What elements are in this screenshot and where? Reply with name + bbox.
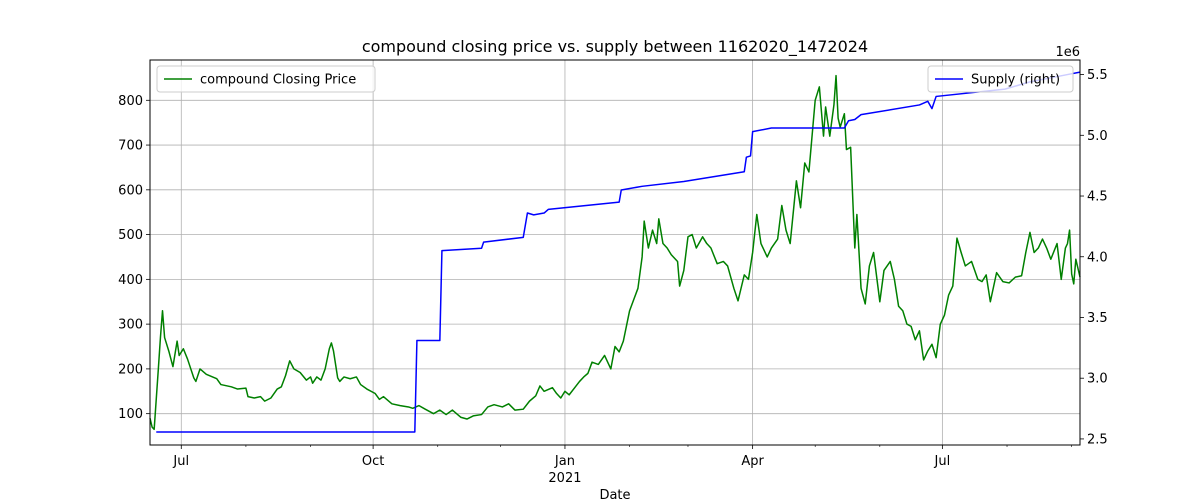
x-tick-label: Jul: [172, 454, 189, 469]
y-tick-label: 300: [118, 318, 143, 333]
legend-right-box: [927, 65, 1074, 93]
y-tick-label: 400: [118, 273, 143, 288]
y-tick-label: 700: [118, 139, 143, 154]
legend-left-box: [156, 65, 376, 93]
axes: 100 200 300 400 500 600 700 800 2.5 3.0 3.5 4.0 4.5 5…: [118, 68, 1108, 486]
series-layer: [149, 71, 1081, 433]
y-right-tick-label: 3.5: [1087, 311, 1108, 326]
plot-frame: [149, 59, 1081, 446]
y-tick-label: 600: [118, 183, 143, 198]
x-tick-sublabel: 2021: [548, 471, 581, 486]
legend-left: compound Closing Price: [156, 65, 376, 93]
chart-title: compound closing price vs. supply betwee…: [362, 37, 868, 57]
legend-right: Supply (right): [927, 65, 1074, 93]
legend-right-label: Supply (right): [971, 73, 1060, 88]
x-axis-label: Date: [599, 488, 630, 500]
closing-price-line: [149, 74, 1081, 431]
x-tick-label: Jan: [554, 454, 575, 469]
right-axis-offset-label: 1e6: [1055, 45, 1080, 60]
y-tick-label: 500: [118, 228, 143, 243]
y-right-tick-label: 4.0: [1087, 250, 1108, 265]
x-tick-label: Jul: [934, 454, 951, 469]
legend-left-label: compound Closing Price: [200, 73, 356, 88]
y-tick-label: 200: [118, 362, 143, 377]
y-right-tick-label: 2.5: [1087, 432, 1108, 447]
y-tick-label: 100: [118, 407, 143, 422]
x-tick-label: Apr: [741, 454, 764, 469]
y-tick-label: 800: [118, 94, 143, 109]
y-right-tick-label: 5.0: [1087, 129, 1108, 144]
x-tick-label: Oct: [362, 454, 384, 469]
grid: [150, 60, 1080, 445]
y-right-tick-label: 4.5: [1087, 190, 1108, 205]
y-right-tick-label: 3.0: [1087, 372, 1108, 387]
supply-line: [156, 71, 1081, 433]
y-right-tick-label: 5.5: [1087, 68, 1108, 83]
